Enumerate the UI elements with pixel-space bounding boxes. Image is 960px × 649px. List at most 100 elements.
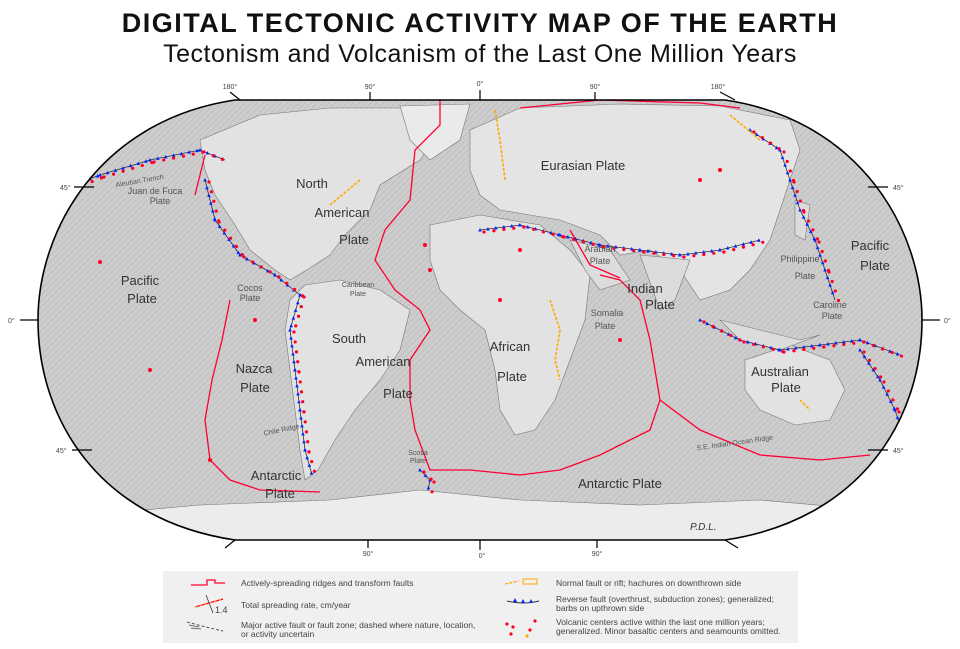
label-scotia-2: Plate xyxy=(410,458,426,465)
subduction-barb xyxy=(128,163,133,168)
volcano-marker xyxy=(234,244,239,249)
volcano-marker xyxy=(223,228,227,232)
subduction-barb xyxy=(156,156,160,160)
volcano-marker xyxy=(732,247,736,252)
subduction-barb xyxy=(302,439,306,444)
label-south-american-1: South xyxy=(332,331,366,346)
south-america xyxy=(284,279,411,481)
subduction-barb xyxy=(300,423,304,428)
volcano-marker xyxy=(897,410,901,414)
volcano-marker xyxy=(729,333,733,338)
subduction-barb xyxy=(849,339,854,343)
label-arabian-1: Arabian xyxy=(584,244,615,254)
label-somalia-1: Somalia xyxy=(591,308,624,318)
volcano-marker xyxy=(769,141,773,145)
volcano-marker xyxy=(296,360,300,364)
label-juan-de-fuca-2: Plate xyxy=(150,196,171,206)
subduction-barb xyxy=(813,238,817,242)
japan xyxy=(794,199,811,241)
lon-label-0: 0° xyxy=(477,80,484,88)
subduction-barb xyxy=(163,154,168,159)
spreading-ridge xyxy=(569,229,621,279)
subduction-barb xyxy=(279,277,284,282)
volcano-marker xyxy=(711,324,715,329)
subduction-barb xyxy=(238,253,242,257)
volcano-marker xyxy=(682,255,686,259)
subduction-barb xyxy=(733,244,738,248)
subduction-barb xyxy=(741,242,746,246)
volcano-marker xyxy=(299,390,304,394)
subduction-barb xyxy=(80,179,85,184)
subduction-barb xyxy=(793,193,797,197)
label-indian-1: Indian xyxy=(627,281,662,296)
fault-zone-symbol xyxy=(186,621,224,632)
volcano-marker xyxy=(712,251,716,255)
subduction-barb xyxy=(646,248,650,253)
label-nazca-2: Plate xyxy=(240,380,270,395)
volcano-marker xyxy=(202,150,206,154)
subduction-barb xyxy=(293,368,297,372)
label-north-american-2: American xyxy=(315,205,370,220)
lat-label-left-45s: 45° xyxy=(56,447,67,455)
volcano-marker xyxy=(551,232,555,236)
volcano-marker xyxy=(792,349,796,353)
volcano-marker xyxy=(802,210,806,214)
subduction-barb xyxy=(198,148,202,152)
subduction-barb xyxy=(895,415,900,420)
volcano-marker xyxy=(832,344,836,348)
greenland xyxy=(399,103,471,161)
normal-fault xyxy=(799,399,811,411)
subduction-barb xyxy=(148,158,152,162)
subduction-barb xyxy=(418,468,422,472)
volcano-marker xyxy=(259,265,263,269)
subduction-barb xyxy=(222,231,227,235)
volcano-marker xyxy=(299,305,303,309)
volcano-marker xyxy=(852,341,856,345)
volcano-marker xyxy=(785,159,789,164)
legend-fault-zone: Major active fault or fault zone; dashed… xyxy=(241,620,476,639)
label-australian-2: Plate xyxy=(771,380,801,395)
volcano-marker xyxy=(251,260,255,264)
label-north-american-1: North xyxy=(296,176,328,191)
volcano-marker xyxy=(886,389,891,393)
subduction-barb xyxy=(785,170,790,175)
label-scotia-1: Scotia xyxy=(408,450,428,457)
subduction-barb xyxy=(289,335,293,340)
volcano-marker xyxy=(172,156,176,160)
subduction-zone xyxy=(289,294,313,476)
volcano-marker xyxy=(229,236,233,240)
volcano-marker xyxy=(307,450,311,454)
normal-fault-symbol xyxy=(505,578,538,585)
subduction-barb xyxy=(296,300,300,305)
subduction-barb xyxy=(794,346,798,350)
label-pacific-west-2: Plate xyxy=(127,291,157,306)
subduction-barb xyxy=(798,208,802,212)
volcano-marker xyxy=(277,275,281,279)
volcano-marker xyxy=(622,247,626,252)
volcano-marker xyxy=(240,252,244,257)
volcano-marker xyxy=(672,254,676,258)
spreading-ridge xyxy=(659,399,871,461)
volcano-marker xyxy=(111,172,116,176)
volcano-marker xyxy=(836,298,841,303)
subduction-barb xyxy=(862,354,867,359)
subduction-barb xyxy=(203,178,207,182)
label-antarctic-west-2: Plate xyxy=(265,486,295,501)
volcano-marker xyxy=(751,243,755,247)
volcano-marker xyxy=(879,375,883,379)
subduction-barb xyxy=(121,166,125,170)
subduction-barb xyxy=(858,338,862,342)
volcano-marker xyxy=(296,314,301,318)
subduction-barb xyxy=(105,170,110,175)
volcano-marker xyxy=(842,342,846,347)
lon-label-bottom-90w: 90° xyxy=(363,550,374,558)
volcano-marker xyxy=(900,419,904,424)
lon-label-90e: 90° xyxy=(590,83,601,91)
volcano-marker xyxy=(310,460,314,464)
map-title: DIGITAL TECTONIC ACTIVITY MAP OF THE EAR… xyxy=(121,8,839,38)
subduction-barb xyxy=(288,328,292,332)
volcano-marker xyxy=(492,229,496,233)
normal-fault xyxy=(494,109,506,181)
lon-label-180e: 180° xyxy=(711,83,726,91)
subduction-barb xyxy=(494,226,498,230)
